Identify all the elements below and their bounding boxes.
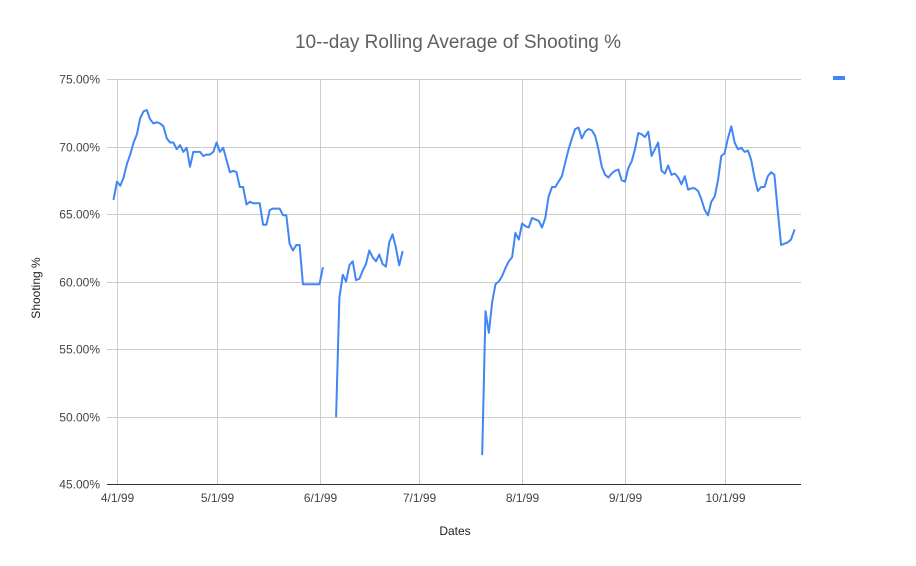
y-tick-label: 75.00%	[59, 73, 100, 87]
y-tick-label: 55.00%	[59, 343, 100, 357]
y-tick-label: 45.00%	[59, 478, 100, 492]
y-axis-ticks: 45.00% 50.00% 55.00% 60.00% 65.00% 70.00% 75.0…	[59, 73, 100, 492]
x-tick-label: 8/1/99	[506, 491, 540, 505]
y-tick-label: 50.00%	[59, 411, 100, 425]
series-line-segment	[112, 109, 324, 286]
y-tick-label: 60.00%	[59, 276, 100, 290]
x-tick-label: 7/1/99	[403, 491, 437, 505]
x-tick-label: 4/1/99	[101, 491, 135, 505]
gridlines	[107, 79, 801, 485]
x-tick-label: 10/1/99	[705, 491, 745, 505]
y-axis-label: Shooting %	[29, 257, 43, 319]
legend-swatch	[833, 76, 845, 80]
x-axis-ticks: 4/1/99 5/1/99 6/1/99 7/1/99 8/1/99 9/1/99 10/1…	[101, 491, 746, 505]
x-tick-label: 9/1/99	[609, 491, 643, 505]
series-line-segment	[481, 125, 796, 456]
y-tick-label: 65.00%	[59, 208, 100, 222]
x-tick-label: 5/1/99	[201, 491, 235, 505]
x-axis-label: Dates	[439, 524, 470, 538]
series-line-segment	[335, 233, 404, 418]
x-tick-label: 6/1/99	[304, 491, 338, 505]
series	[112, 109, 796, 456]
chart-title: 10--day Rolling Average of Shooting %	[295, 32, 621, 53]
y-tick-label: 70.00%	[59, 141, 100, 155]
